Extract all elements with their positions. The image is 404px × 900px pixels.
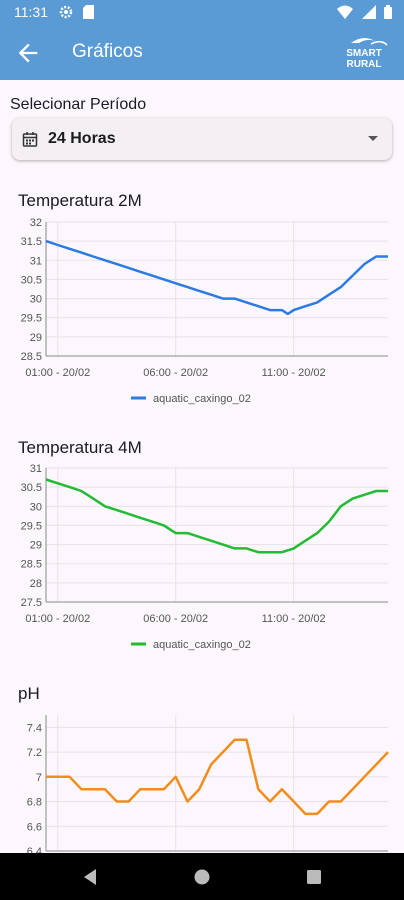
series-line (45, 478, 388, 554)
app-bar: Gráficos SMART RURAL (0, 26, 404, 80)
dropdown-arrow-icon (368, 136, 378, 141)
status-icons-right (337, 5, 392, 23)
y-tick-label: 30 (30, 294, 42, 306)
logo-text-rural: RURAL (347, 59, 382, 70)
x-tick-label: 06:00 - 20/02 (143, 613, 208, 625)
status-bar: 11:31 (0, 0, 404, 26)
y-tick-label: 28.5 (21, 559, 42, 571)
nav-home-icon[interactable] (190, 865, 214, 889)
chart-title-temp-4m: Temperatura 4M (18, 438, 142, 457)
y-tick-label: 28.5 (21, 351, 42, 363)
status-time: 11:31 (14, 4, 48, 20)
wifi-icon (337, 5, 354, 19)
y-tick-label: 28 (30, 578, 42, 590)
y-tick-label: 30.5 (21, 482, 42, 494)
chart-title-temp-2m: Temperatura 2M (18, 191, 142, 210)
nav-back-icon[interactable] (78, 865, 102, 889)
period-label: Selecionar Período (10, 96, 147, 113)
series-line (46, 738, 389, 816)
signal-icon (361, 5, 376, 19)
status-icons-left (59, 5, 95, 23)
y-tick-label: 31 (30, 463, 42, 475)
y-tick-label: 31 (30, 255, 42, 267)
y-tick-label: 6.8 (27, 797, 42, 809)
x-tick-label: 11:00 - 20/02 (262, 613, 326, 625)
smart-rural-logo: SMART RURAL (346, 37, 388, 70)
x-tick-label: 06:00 - 20/02 (143, 367, 208, 379)
y-tick-label: 29.5 (21, 313, 42, 325)
legend-label: aquatic_caxingo_02 (153, 639, 251, 651)
y-tick-label: 31.5 (21, 236, 42, 248)
y-tick-label: 6.4 (27, 846, 42, 853)
y-tick-label: 7 (36, 772, 42, 784)
series-line (45, 239, 388, 316)
y-tick-label: 32 (30, 217, 42, 229)
logo-text-smart: SMART (346, 48, 382, 59)
y-tick-label: 30 (30, 501, 42, 513)
navigation-bar (0, 853, 404, 900)
period-value: 24 Horas (48, 130, 116, 147)
y-tick-label: 30.5 (21, 274, 42, 286)
y-tick-label: 27.5 (21, 597, 42, 609)
nav-recents-icon[interactable] (302, 865, 326, 889)
sd-card-icon (83, 5, 95, 19)
y-tick-label: 7.2 (27, 747, 42, 759)
ph-chart: 7.4 7.2 7 6.8 6.6 6.4 (27, 715, 389, 853)
y-tick-label: 29 (30, 332, 42, 344)
settings-icon (59, 5, 73, 19)
back-arrow-icon[interactable] (14, 39, 42, 67)
y-tick-label: 6.6 (27, 821, 42, 833)
x-tick-label: 11:00 - 20/02 (262, 367, 326, 379)
legend-label: aquatic_caxingo_02 (153, 393, 251, 405)
chart-title-ph: pH (18, 684, 40, 703)
period-dropdown[interactable]: 24 Horas (12, 118, 392, 160)
temperature-4m-chart: 31 30.5 30 29.5 29 28.5 28 27.5 01:00 - 20/02 06:… (21, 463, 388, 651)
y-tick-label: 29 (30, 540, 42, 552)
y-tick-label: 29.5 (21, 520, 42, 532)
y-tick-label: 7.4 (27, 722, 42, 734)
battery-icon (384, 5, 392, 19)
page-title: Gráficos (72, 41, 143, 62)
temperature-2m-chart: 32 31.5 31 30.5 30 29.5 29 28.5 01:00 - 20/02 06:… (21, 217, 388, 405)
x-tick-label: 01:00 - 20/02 (25, 613, 90, 625)
x-tick-label: 01:00 - 20/02 (25, 367, 90, 379)
calendar-icon (22, 132, 38, 147)
